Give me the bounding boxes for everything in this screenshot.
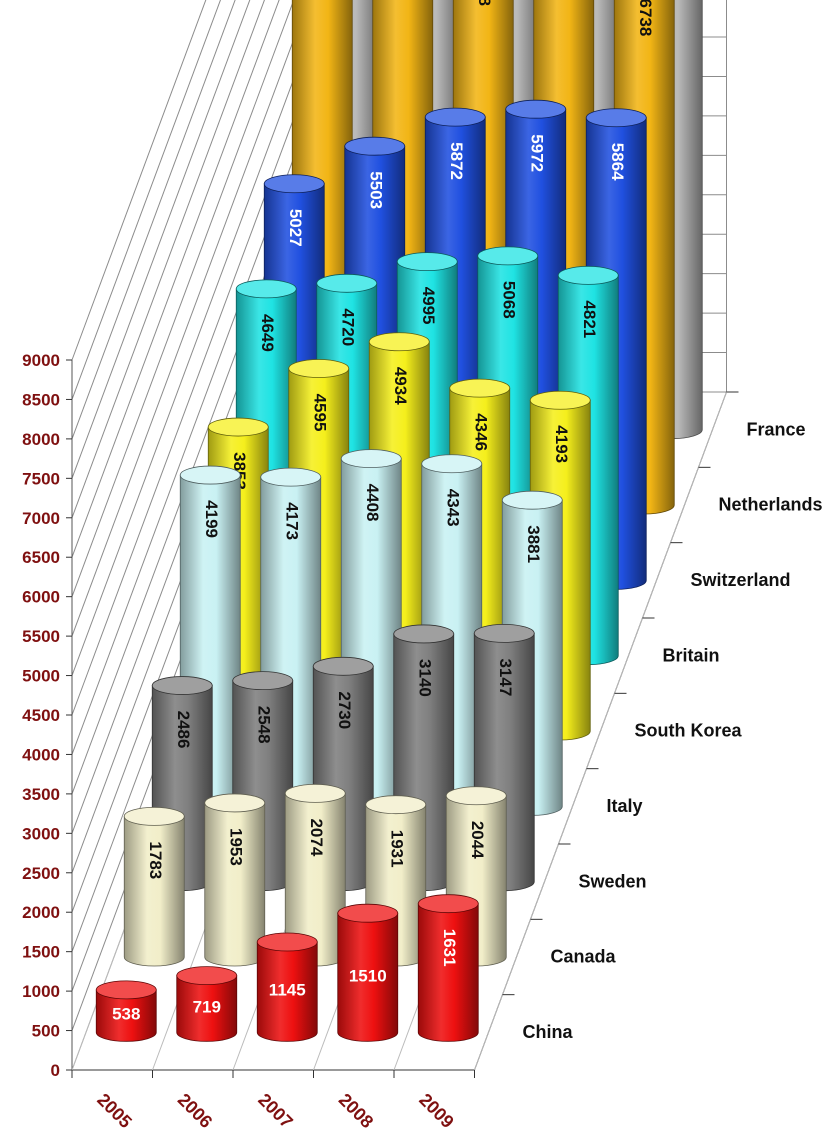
- y-tick-label: 3000: [22, 824, 60, 843]
- value-label: 7118: [475, 0, 494, 6]
- y-tick-label: 0: [51, 1061, 60, 1080]
- y-tick-label: 4500: [22, 706, 60, 725]
- depth-label-britain: Britain: [663, 645, 720, 665]
- value-label: 2730: [335, 691, 354, 729]
- value-label: 4346: [471, 413, 490, 451]
- value-label: 3147: [496, 658, 515, 696]
- value-label: 1783: [146, 841, 165, 879]
- value-label: 4193: [552, 425, 571, 463]
- value-label: 4173: [282, 502, 301, 540]
- depth-label-italy: Italy: [607, 796, 643, 816]
- y-tick-label: 7500: [22, 469, 60, 488]
- value-label: 4649: [258, 314, 277, 352]
- x-tick-label-2009: 2009: [415, 1090, 457, 1132]
- bar-china-2009: 1631: [417, 894, 479, 1042]
- bar-canada-2005: 1783: [123, 806, 185, 967]
- y-tick-label: 5500: [22, 627, 60, 646]
- y-tick-label: 2500: [22, 864, 60, 883]
- value-label: 5503: [366, 171, 385, 209]
- value-label: 2486: [174, 711, 193, 749]
- value-label: 1510: [349, 966, 387, 985]
- value-label: 3881: [524, 525, 543, 563]
- value-label: 538: [112, 1005, 140, 1024]
- value-label: 4720: [338, 308, 357, 346]
- depth-label-netherlands: Netherlands: [719, 495, 823, 515]
- depth-axis: China Canada Sweden Italy South Korea Britain…: [502, 391, 823, 1042]
- y-tick-label: 1500: [22, 943, 60, 962]
- y-tick-label: 9000: [22, 351, 60, 370]
- value-label: 5872: [447, 142, 466, 180]
- value-label: 5027: [286, 209, 305, 247]
- y-tick-label: 1000: [22, 982, 60, 1001]
- value-label: 4343: [443, 489, 462, 527]
- bars: 8034805183599050892977997360711872596738…: [95, 0, 703, 1042]
- y-tick-label: 8500: [22, 390, 60, 409]
- value-label: 4408: [363, 484, 382, 522]
- y-tick-label: 3500: [22, 785, 60, 804]
- value-label: 2548: [254, 706, 273, 744]
- bar-canada-2006: 1953: [204, 793, 266, 967]
- y-tick-label: 500: [32, 1022, 60, 1041]
- value-label: 5068: [499, 281, 518, 319]
- bar-china-2006: 719: [176, 966, 238, 1042]
- y-tick-label: 2000: [22, 903, 60, 922]
- y-tick-label: 8000: [22, 430, 60, 449]
- bar-canada-2007: 2074: [284, 783, 346, 967]
- depth-label-canada: Canada: [551, 947, 617, 967]
- y-axis: 0 500 1000 1500 2000 2500 3000 3500 4000 4500 5000…: [22, 351, 72, 1080]
- x-tick-label-2007: 2007: [254, 1090, 296, 1132]
- depth-label-sweden: Sweden: [579, 871, 647, 891]
- value-label: 4199: [202, 500, 221, 538]
- x-axis: 2005 2006 2007 2008 2009: [71, 1070, 475, 1132]
- x-tick-label-2006: 2006: [174, 1090, 216, 1132]
- value-label: 1631: [440, 929, 459, 967]
- value-label: 2074: [307, 818, 326, 856]
- y-tick-label: 6500: [22, 548, 60, 567]
- depth-label-france: France: [747, 419, 806, 439]
- value-label: 1953: [226, 828, 245, 866]
- value-label: 5972: [527, 134, 546, 172]
- value-label: 6738: [636, 0, 655, 36]
- value-label: 4595: [310, 394, 329, 432]
- y-tick-label: 5000: [22, 667, 60, 686]
- bar-china-2007: 1145: [256, 932, 318, 1042]
- value-label: 2044: [468, 821, 487, 859]
- value-label: 1931: [387, 830, 406, 868]
- value-label: 4821: [580, 300, 599, 338]
- value-label: 1145: [269, 981, 306, 1000]
- value-label: 719: [193, 997, 221, 1016]
- bar-china-2008: 1510: [337, 903, 399, 1042]
- x-tick-label-2005: 2005: [93, 1090, 135, 1132]
- value-label: 4995: [419, 287, 438, 325]
- value-label: 4934: [391, 367, 410, 405]
- y-tick-label: 6000: [22, 588, 60, 607]
- depth-label-south-korea: South Korea: [635, 721, 743, 741]
- x-tick-label-2008: 2008: [335, 1090, 377, 1132]
- bar-china-2005: 538: [95, 980, 157, 1042]
- value-label: 3140: [415, 659, 434, 697]
- depth-label-switzerland: Switzerland: [691, 570, 791, 590]
- y-tick-label: 4000: [22, 745, 60, 764]
- value-label: 5864: [608, 143, 627, 181]
- depth-label-china: China: [523, 1022, 574, 1042]
- y-tick-label: 7000: [22, 509, 60, 528]
